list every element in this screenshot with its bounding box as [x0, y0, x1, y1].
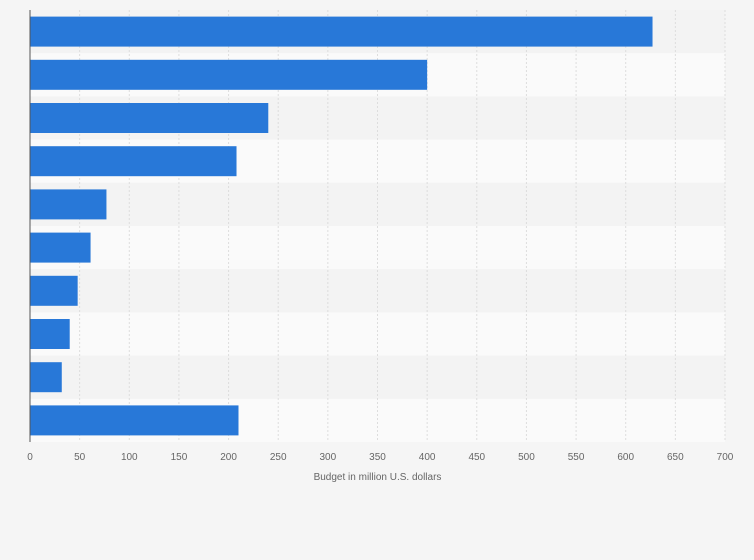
x-tick-label: 350 [369, 452, 386, 463]
bar [30, 405, 239, 436]
x-tick-label: 650 [667, 452, 684, 463]
bar [30, 362, 62, 393]
x-tick-label: 550 [568, 452, 585, 463]
bar [30, 103, 269, 133]
bar [30, 59, 428, 90]
x-tick-label: 400 [419, 452, 436, 463]
bar [30, 189, 107, 220]
x-tick-label: 50 [74, 452, 86, 463]
bar [30, 232, 91, 263]
x-tick-label: 0 [27, 452, 33, 463]
x-tick-label: 600 [617, 452, 634, 463]
bar [30, 275, 78, 306]
bars [30, 16, 653, 436]
x-axis-ticks: 0 50 100 150 200 250 300 350 400 450 500 550 600 650 7… [27, 452, 734, 463]
x-tick-label: 300 [320, 452, 337, 463]
x-tick-label: 500 [518, 452, 535, 463]
bar [30, 319, 70, 349]
x-tick-label: 100 [121, 452, 138, 463]
bar [30, 146, 237, 177]
x-axis-title: Budget in million U.S. dollars [314, 472, 442, 483]
x-tick-label: 150 [171, 452, 188, 463]
x-tick-label: 450 [468, 452, 485, 463]
bar [30, 16, 653, 47]
x-tick-label: 200 [220, 452, 237, 463]
x-tick-label: 700 [717, 452, 734, 463]
x-tick-label: 250 [270, 452, 287, 463]
